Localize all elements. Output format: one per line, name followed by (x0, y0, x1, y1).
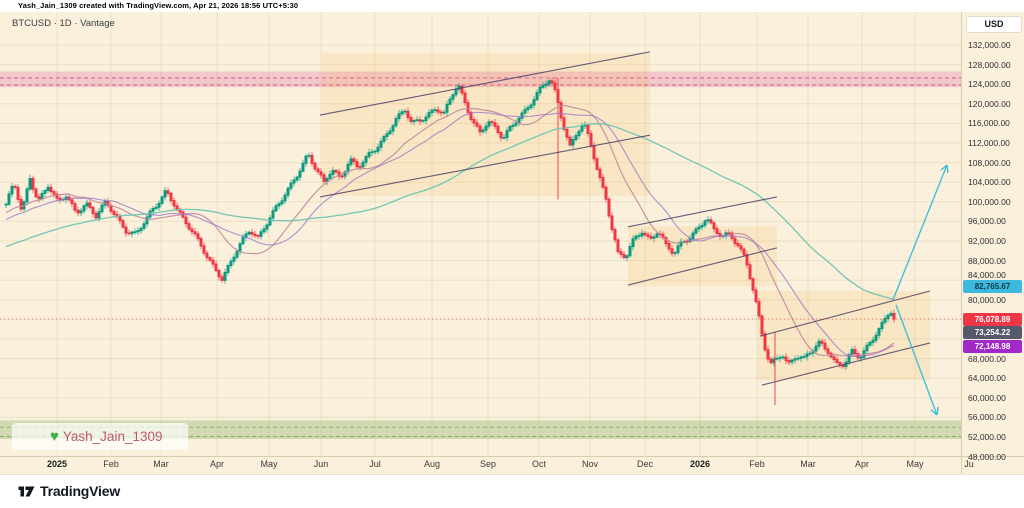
y-axis-tick: 124,000.00 (968, 79, 1011, 90)
y-axis-tick: 80,000.00 (968, 294, 1006, 305)
x-axis-tick: Nov (581, 459, 599, 469)
attribution-text: Yash_Jain_1309 created with TradingView.… (18, 1, 299, 10)
x-axis-tick: Mar (153, 459, 169, 469)
green-heart-icon: ♥ (50, 428, 59, 445)
y-axis-tick: 88,000.00 (968, 255, 1006, 266)
y-axis-tick: 96,000.00 (968, 216, 1006, 227)
x-axis-tick: Feb (749, 459, 765, 469)
tradingview-logo-icon (18, 486, 35, 496)
x-axis-tick: 2025 (46, 459, 68, 469)
x-axis-tick: Apr (854, 459, 870, 469)
x-axis-tick: Mar (800, 459, 816, 469)
y-axis-tick: 100,000.00 (968, 196, 1011, 207)
y-axis-tick: 104,000.00 (968, 177, 1011, 188)
y-axis-tick: 56,000.00 (968, 412, 1006, 423)
x-axis-tick: Oct (531, 459, 547, 469)
price-label-ma-fast-value: 73,254.22 (963, 326, 1022, 340)
tradingview-logo-text: TradingView (40, 483, 121, 499)
y-axis-tick: 120,000.00 (968, 98, 1011, 109)
y-axis-tick: 60,000.00 (968, 392, 1006, 403)
y-axis-tick: 48,000.00 (968, 451, 1006, 462)
x-axis-tick: Sep (479, 459, 497, 469)
x-axis-tick: May (260, 459, 278, 469)
watermark-username: Yash_Jain_1309 (62, 429, 163, 444)
x-axis-tick: Ju (964, 459, 974, 469)
tradingview-logo[interactable]: TradingView (18, 483, 120, 499)
y-axis-tick: 64,000.00 (968, 373, 1006, 384)
y-axis-tick: 108,000.00 (968, 157, 1011, 168)
symbol-label[interactable]: BTCUSD · 1D · Vantage (12, 18, 115, 29)
y-axis-tick: 116,000.00 (968, 118, 1010, 129)
author-watermark: ♥ Yash_Jain_1309 (12, 423, 188, 450)
price-label-ma-slow-value: 82,765.67 (963, 279, 1022, 293)
price-label-last-price: 76,078.89 (963, 312, 1022, 326)
x-axis-tick: Apr (209, 459, 225, 469)
x-axis-tick: Jul (369, 459, 381, 469)
y-axis-tick: 68,000.00 (968, 353, 1006, 364)
x-axis-tick: 2026 (689, 459, 711, 469)
y-axis-tick: 84,000.00 (968, 269, 1006, 280)
x-axis-tick: Dec (636, 459, 654, 469)
y-axis-tick: 52,000.00 (968, 432, 1006, 442)
y-axis-tick: 92,000.00 (968, 236, 1006, 246)
y-axis-tick: 112,000.00 (968, 138, 1010, 148)
price-label-ma-mid-value: 72,148.98 (963, 339, 1022, 353)
currency-toggle-button[interactable]: USD (966, 16, 1022, 33)
x-axis-tick: Feb (103, 459, 119, 469)
x-axis-tick: May (906, 459, 924, 469)
x-axis-tick: Aug (423, 459, 441, 469)
y-axis-tick: 128,000.00 (968, 59, 1011, 70)
y-axis-tick: 132,000.00 (968, 40, 1011, 50)
x-axis-tick: Jun (313, 459, 329, 469)
